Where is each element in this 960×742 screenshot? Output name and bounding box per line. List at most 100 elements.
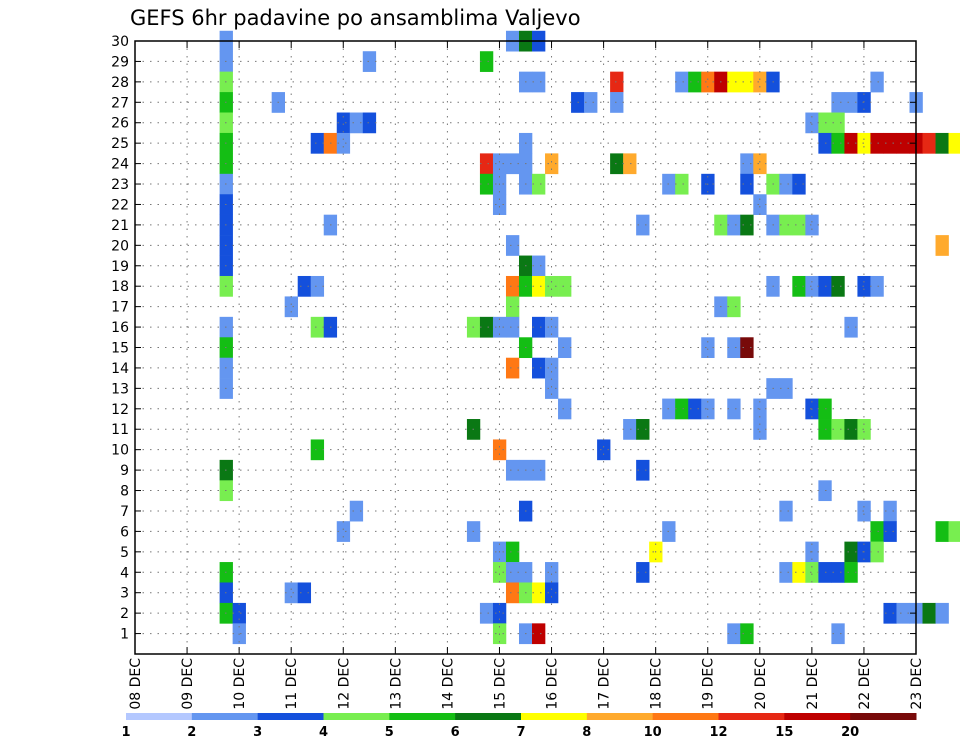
legend-swatch (455, 713, 522, 720)
heatmap-cell (597, 439, 611, 461)
heatmap-cell (545, 582, 559, 604)
y-tick-label: 1 (120, 627, 129, 643)
heatmap-cell (284, 582, 299, 604)
heatmap-cell (857, 419, 871, 440)
legend-label: 10 (644, 725, 662, 740)
heatmap-cell (753, 71, 767, 93)
heatmap-cell (831, 275, 845, 297)
y-tick-label: 4 (120, 565, 129, 581)
heatmap-cell (532, 255, 546, 277)
y-tick-label: 7 (120, 504, 129, 520)
heatmap-cell (545, 378, 559, 399)
heatmap-cell (310, 275, 325, 297)
heatmap-cell (492, 153, 507, 175)
heatmap-cell (479, 173, 494, 195)
chart-title: GEFS 6hr padavine po ansamblima Valjevo (130, 6, 581, 30)
x-tick-label: 18 DEC (649, 658, 665, 710)
heatmap-cell (675, 71, 689, 93)
y-tick-label: 25 (111, 136, 129, 152)
x-tick-label: 12 DEC (336, 658, 352, 710)
heatmap-cell (310, 316, 325, 338)
x-tick-label: 09 DEC (180, 658, 196, 710)
heatmap-cell (688, 71, 702, 93)
legend-swatch (784, 713, 851, 720)
heatmap-cell (545, 562, 559, 583)
y-tick-label: 16 (111, 320, 129, 336)
heatmap-cell (610, 153, 624, 175)
heatmap-cell (727, 296, 741, 318)
heatmap-cell (792, 275, 806, 297)
x-tick-label: 22 DEC (857, 658, 873, 710)
legend-swatch (521, 713, 588, 720)
x-tick-label: 14 DEC (440, 658, 456, 710)
x-tick-label: 08 DEC (128, 658, 144, 710)
heatmap-cell (492, 194, 507, 215)
heatmap-cell (336, 521, 351, 542)
x-tick-label: 11 DEC (284, 658, 300, 710)
legend-label: 6 (451, 725, 460, 740)
y-tick-label: 24 (111, 157, 129, 173)
heatmap-cell (336, 132, 351, 154)
heatmap-cell (779, 500, 793, 522)
heatmap-cell (844, 541, 858, 563)
heatmap-cell (505, 357, 520, 379)
heatmap-cell (232, 602, 246, 624)
heatmap-cell (610, 71, 624, 93)
y-tick-label: 22 (111, 197, 129, 213)
heatmap-cell (870, 132, 884, 154)
heatmap-cell (753, 194, 767, 215)
heatmap-cell (779, 562, 793, 583)
heatmap-cell (779, 173, 793, 195)
y-tick-label: 30 (111, 34, 129, 50)
heatmap-cell (753, 419, 767, 440)
heatmap-cell (479, 153, 494, 175)
heatmap-cell (844, 316, 858, 338)
heatmap-cell (505, 296, 520, 318)
heatmap-cell (675, 398, 689, 420)
heatmap-cell (805, 112, 819, 134)
heatmap-cell (532, 459, 546, 481)
y-tick-label: 9 (120, 463, 129, 479)
heatmap-cell (922, 132, 936, 154)
heatmap-cell (492, 602, 507, 624)
x-tick-label: 15 DEC (493, 658, 509, 710)
heatmap-cell (532, 71, 546, 93)
y-tick-label: 23 (111, 177, 129, 193)
heatmap-cell (727, 337, 741, 359)
heatmap-cell (532, 357, 546, 379)
heatmap-cell (636, 459, 650, 481)
heatmap-cell (558, 337, 572, 359)
heatmap-cell (896, 602, 910, 624)
heatmap-cell (779, 378, 793, 399)
heatmap-cell (532, 316, 546, 338)
y-tick-label: 21 (111, 218, 129, 234)
heatmap-cell (857, 500, 871, 522)
y-tick-label: 3 (120, 586, 129, 602)
legend-label: 7 (516, 725, 525, 740)
heatmap-cell (883, 521, 897, 542)
heatmap-cell (792, 562, 806, 583)
legend-label: 15 (775, 725, 793, 740)
legend-label: 5 (385, 725, 394, 740)
heatmap-cell (896, 132, 910, 154)
legend-label: 20 (841, 725, 859, 740)
heatmap-cell (844, 419, 858, 440)
heatmap-cell (505, 275, 520, 297)
heatmap-cell (545, 153, 559, 175)
heatmap-cell (805, 214, 819, 236)
y-tick-label: 8 (120, 484, 129, 500)
heatmap-cell (740, 214, 754, 236)
legend-swatch (191, 713, 259, 720)
legend-label: 1 (121, 725, 130, 740)
x-tick-label: 10 DEC (232, 658, 248, 710)
heatmap-cell (532, 582, 546, 604)
heatmap-cell (701, 337, 715, 359)
heatmap-cell (297, 275, 312, 297)
y-tick-label: 15 (111, 341, 129, 357)
heatmap-cell (727, 398, 741, 420)
heatmap-cell (636, 214, 650, 236)
heatmap-cell (505, 153, 520, 175)
heatmap-cell (532, 173, 546, 195)
